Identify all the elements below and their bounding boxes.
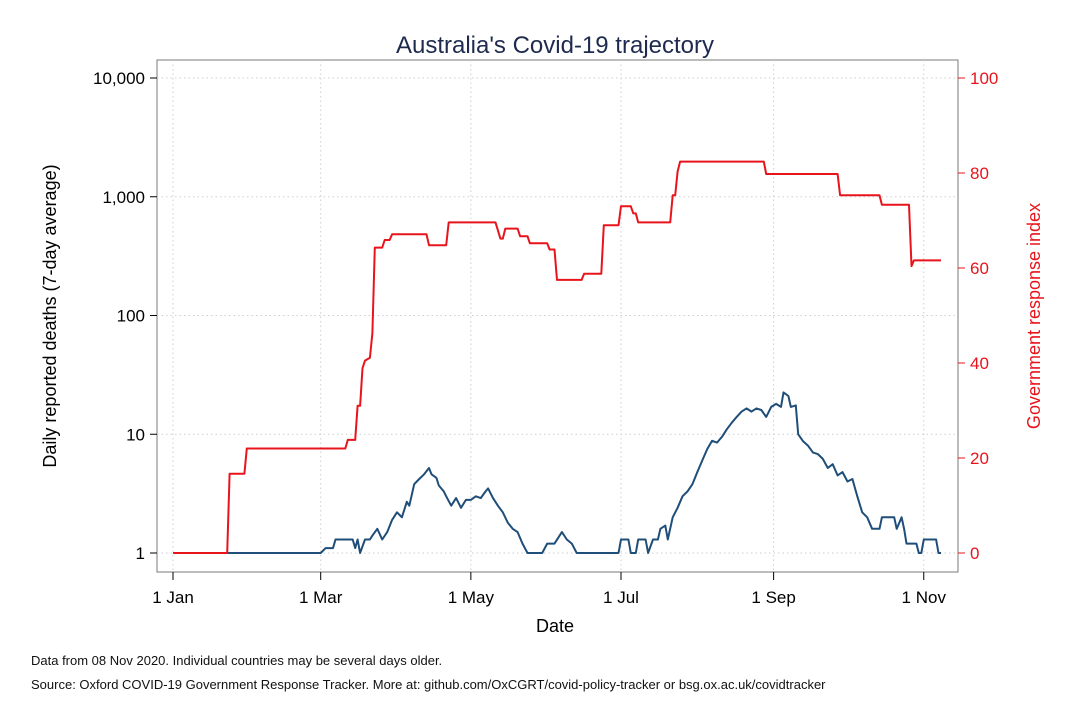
- y-left-tick-label: 100: [117, 307, 145, 326]
- y-left-tick-label: 1: [136, 544, 145, 563]
- x-tick-label: 1 Nov: [902, 588, 947, 607]
- x-axis-label: Date: [536, 616, 574, 636]
- chart: Australia's Covid-19 trajectory 1 Jan 1 M…: [40, 32, 1044, 636]
- y-right-tick-label: 60: [970, 259, 989, 278]
- chart-title: Australia's Covid-19 trajectory: [396, 32, 714, 59]
- source-note: Source: Oxford COVID-19 Government Respo…: [31, 677, 826, 692]
- y-right-tick-label: 20: [970, 449, 989, 468]
- axes: 1 Jan 1 Mar 1 May 1 Jul 1 Sep 1 Nov 1 10 100 1,00…: [93, 69, 998, 607]
- y-left-tick-label: 10: [126, 425, 145, 444]
- x-tick-label: 1 May: [448, 588, 495, 607]
- y-left-tick-label: 1,000: [102, 188, 145, 207]
- y-right-tick-label: 40: [970, 354, 989, 373]
- data-date-note: Data from 08 Nov 2020. Individual countr…: [31, 653, 443, 668]
- x-tick-label: 1 Sep: [751, 588, 795, 607]
- x-tick-label: 1 Jan: [152, 588, 194, 607]
- deaths-line: [173, 391, 941, 554]
- y-right-tick-label: 0: [970, 544, 979, 563]
- y-right-tick-label: 80: [970, 164, 989, 183]
- y-left-tick-label: 10,000: [93, 69, 145, 88]
- grid: [156, 59, 959, 573]
- x-tick-label: 1 Jul: [603, 588, 639, 607]
- y-axis-right-label: Government response index: [1024, 203, 1044, 429]
- x-tick-label: 1 Mar: [299, 588, 343, 607]
- series: [173, 160, 941, 554]
- y-axis-left-label: Daily reported deaths (7-day average): [40, 164, 60, 467]
- y-right-tick-label: 100: [970, 69, 998, 88]
- response-index-line: [173, 160, 941, 554]
